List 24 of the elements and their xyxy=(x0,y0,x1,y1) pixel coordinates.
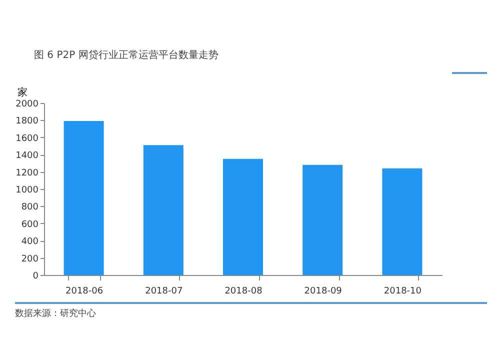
y-tick-label: 1200 xyxy=(16,168,39,178)
y-tick-label: 400 xyxy=(21,237,39,248)
y-axis-title: 家 xyxy=(18,86,28,98)
x-tick-label: 2018-10 xyxy=(384,286,422,296)
chart-title: 图 6 P2P 网贷行业正常运营平台数量走势 xyxy=(34,48,218,62)
bar xyxy=(302,164,343,275)
bar xyxy=(382,168,422,275)
y-tick-label: 600 xyxy=(21,220,39,230)
y-tick-label: 1000 xyxy=(16,186,39,196)
bar xyxy=(64,121,104,275)
y-tick-label: 200 xyxy=(21,254,39,264)
bar xyxy=(143,145,184,275)
y-tick-label: 800 xyxy=(21,202,39,213)
x-tick-label: 2018-08 xyxy=(224,286,263,296)
y-tick-label: 1600 xyxy=(16,134,39,144)
y-tick-label: 1800 xyxy=(16,116,39,127)
bar xyxy=(223,158,263,275)
x-tick-label: 2018-06 xyxy=(65,286,104,296)
y-tick-label: 2000 xyxy=(16,100,39,110)
source-note: 数据来源：研究中心 xyxy=(15,308,96,320)
x-tick-label: 2018-09 xyxy=(304,286,342,296)
x-tick-label: 2018-07 xyxy=(145,286,183,296)
y-tick-label: 1400 xyxy=(16,151,39,162)
y-tick-label: 0 xyxy=(32,272,39,282)
